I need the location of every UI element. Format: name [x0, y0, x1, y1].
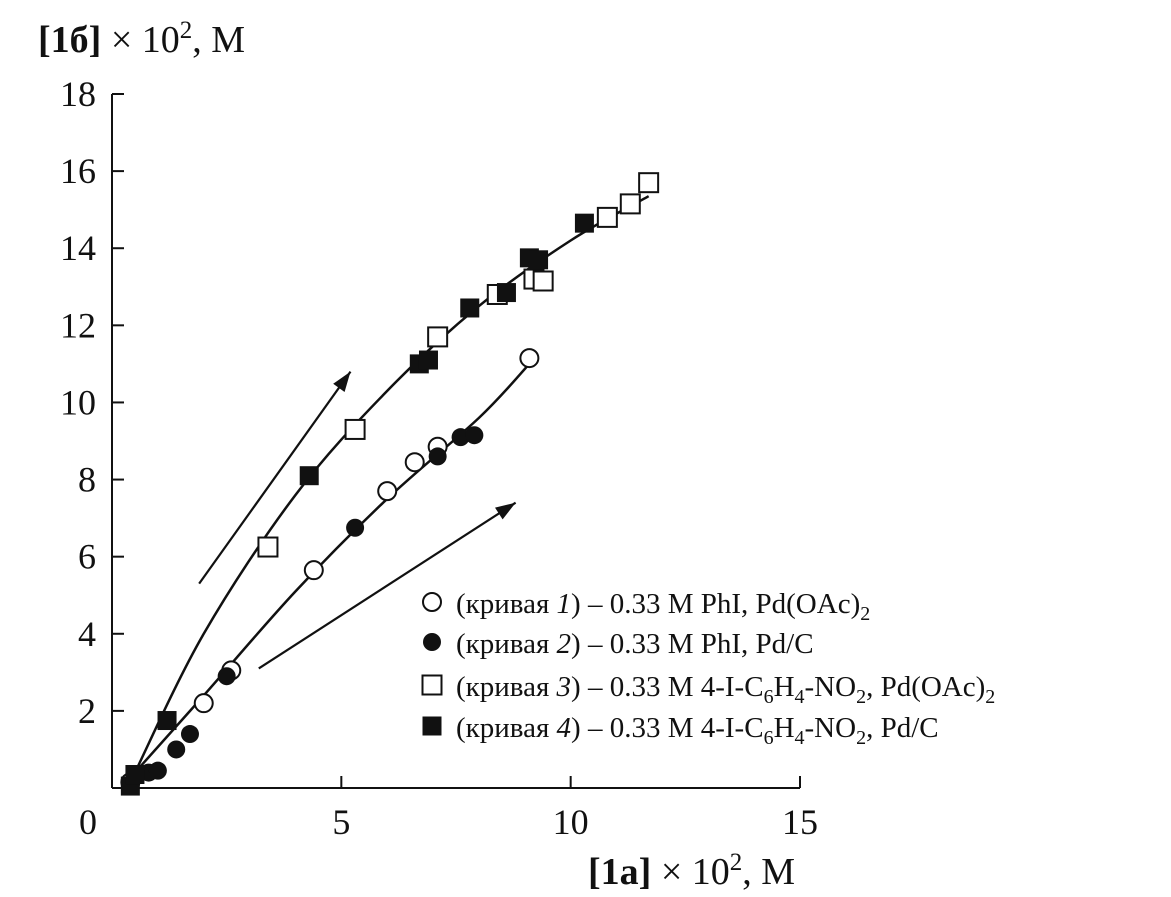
legend-marker-4 [422, 716, 442, 736]
arrow-head [495, 502, 516, 520]
series-2-point [451, 428, 470, 447]
series-4-point [125, 765, 145, 785]
legend-label-4: (кривая 4) – 0.33 M 4-I-C6H4-NO2, Pd/C [456, 712, 939, 749]
series-1-point [193, 693, 214, 714]
legend: (кривая 1) – 0.33 M PhI, Pd(OAc)2(кривая… [421, 588, 995, 749]
y-tick-label: 12 [60, 305, 96, 345]
series-3-point [619, 193, 641, 215]
trend-arrow-1 [198, 370, 352, 585]
series-4-point [157, 711, 177, 731]
series-4-point [529, 250, 549, 270]
series-3-point [427, 326, 449, 348]
y-tick-label: 10 [60, 382, 96, 422]
series-4-point [460, 298, 480, 318]
y-tick-label: 18 [60, 74, 96, 114]
x-tick-label: 0 [79, 802, 97, 842]
series-4-point [574, 213, 594, 233]
series-3-point [638, 172, 660, 194]
y-tick-label: 8 [78, 460, 96, 500]
series-2-point [167, 740, 186, 759]
legend-label-3: (кривая 3) – 0.33 M 4-I-C6H4-NO2, Pd(OAc… [456, 671, 995, 708]
series-1-point [519, 348, 540, 369]
trend-arrow-2 [258, 501, 517, 670]
series-2-point [217, 667, 236, 686]
series-1-point [377, 481, 398, 502]
series-4-point [418, 350, 438, 370]
y-tick-label: 6 [78, 537, 96, 577]
series-4-point [299, 466, 319, 486]
y-tick-label: 16 [60, 151, 96, 191]
y-tick-label: 14 [60, 228, 96, 268]
axes: 2 4 6 8 10 12 14 16 18 0 5 10 15 [60, 74, 818, 842]
legend-marker-1 [422, 592, 442, 612]
legend-marker-2 [423, 633, 441, 651]
data-markers [120, 172, 660, 796]
y-tick-label: 4 [78, 614, 96, 654]
series-4-point [496, 283, 516, 303]
series-3-point [344, 418, 366, 440]
fit-curve-2 [133, 195, 650, 774]
legend-label-2: (кривая 2) – 0.33 M PhI, Pd/C [456, 628, 814, 660]
x-tick-label: 15 [782, 802, 818, 842]
x-axis-label: [1a] × 102, M [588, 849, 795, 893]
legend-label-1: (кривая 1) – 0.33 M PhI, Pd(OAc)2 [456, 588, 870, 625]
series-3-point [596, 206, 618, 228]
series-1-point [404, 452, 425, 473]
series-3-point [532, 270, 554, 292]
trend-arrows [198, 370, 517, 670]
series-3-point [257, 536, 279, 558]
series-2-point [180, 725, 199, 744]
y-axis-label: [1б] × 102, M [38, 17, 245, 61]
arrow-head [333, 371, 351, 392]
series-2-point [428, 447, 447, 466]
series-1-point [303, 560, 324, 581]
x-tick-label: 10 [553, 802, 589, 842]
x-tick-label: 5 [332, 802, 350, 842]
legend-marker-3 [421, 674, 443, 696]
series-2-point [148, 761, 167, 780]
y-tick-label: 2 [78, 691, 96, 731]
series-2-point [465, 426, 484, 445]
series-2-point [346, 518, 365, 537]
